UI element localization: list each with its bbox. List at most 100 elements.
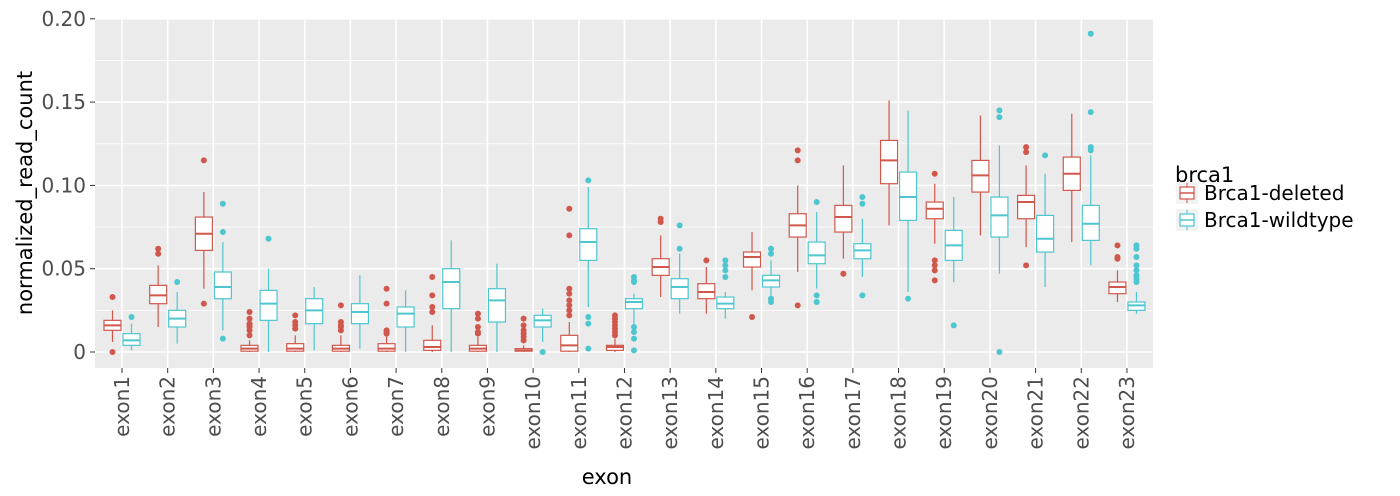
box-exon9-1 [487, 263, 507, 352]
outlier-point [337, 302, 344, 309]
outlier-point [813, 299, 820, 306]
outlier-point [474, 329, 481, 336]
outlier-point [657, 219, 664, 226]
box-exon5-0 [286, 312, 305, 352]
legend-label: Brca1-wildtype [1204, 208, 1354, 232]
x-tick-label: exon8 [430, 376, 454, 437]
box-iqr [259, 289, 278, 321]
box-exon23-1 [1127, 242, 1146, 314]
outlier-point [630, 329, 637, 336]
outlier-point [630, 279, 637, 286]
outlier-point [722, 262, 729, 269]
outlier-point [931, 170, 938, 177]
box-exon14-1 [716, 257, 735, 319]
outlier-point [265, 235, 272, 242]
outlier-point [128, 314, 135, 321]
grid [95, 17, 1153, 368]
outlier-point [1133, 262, 1140, 269]
outlier-point [996, 114, 1003, 121]
x-tick-label: exon21 [1024, 376, 1048, 450]
box-exon19-1 [944, 197, 963, 329]
box-iqr [396, 306, 415, 328]
outlier-point [246, 320, 253, 327]
outlier-point [174, 279, 181, 286]
box-iqr [442, 268, 461, 310]
outlier-point [768, 245, 775, 252]
x-tick-label: exon3 [201, 376, 225, 437]
box-iqr [1016, 194, 1036, 220]
x-tick-label: exon14 [704, 376, 728, 450]
outlier-point [611, 312, 618, 319]
outlier-point [474, 310, 481, 317]
outlier-point [566, 285, 573, 292]
outlier-point [219, 229, 226, 236]
box-iqr [624, 298, 644, 310]
outlier-point [585, 320, 592, 327]
outlier-point [337, 319, 344, 326]
x-tick-label: exon15 [750, 376, 774, 450]
outlier-point [1114, 255, 1121, 262]
box-iqr [579, 228, 598, 261]
outlier-point [1087, 30, 1094, 37]
outlier-point [813, 199, 820, 206]
box-iqr [807, 241, 826, 265]
outlier-point [794, 147, 801, 154]
outlier-point [840, 270, 847, 277]
box-exon4-1 [259, 235, 278, 352]
outlier-point [1114, 242, 1121, 249]
box-exon17-1 [853, 194, 872, 299]
y-tick-label: 0 [73, 340, 86, 364]
outlier-point [1087, 147, 1094, 154]
box-iqr [742, 251, 762, 268]
outlier-point [905, 295, 912, 302]
outlier-point [474, 315, 481, 322]
box-exon20-0 [971, 115, 990, 236]
box-iqr [377, 343, 396, 352]
outlier-point [219, 200, 226, 207]
outlier-point [566, 307, 573, 314]
box-exon21-0 [1016, 144, 1036, 269]
outlier-point [1042, 152, 1049, 159]
x-tick-label: exon12 [612, 376, 636, 450]
outlier-point [383, 327, 390, 334]
box-iqr [213, 271, 232, 300]
x-tick-label: exon9 [475, 376, 499, 437]
box-exon18-1 [898, 110, 918, 302]
outlier-point [859, 200, 866, 207]
outlier-point [630, 335, 637, 342]
outlier-point [931, 267, 938, 274]
box-exon23-0 [1108, 242, 1127, 303]
y-axis-title: normalized_read_count [13, 71, 38, 315]
box-exon2-1 [168, 279, 187, 344]
outlier-point [429, 274, 436, 281]
outlier-point [109, 349, 116, 355]
box-iqr [423, 339, 442, 351]
outlier-point [722, 257, 729, 264]
y-axis: 0 0.05 0.10 0.15 0.20 [41, 7, 95, 364]
outlier-point [996, 349, 1003, 355]
box-exon17-0 [834, 165, 853, 277]
outlier-point [1133, 245, 1140, 252]
box-exon11-0 [560, 205, 579, 352]
outlier-point [520, 315, 527, 322]
box-exon1-1 [122, 314, 141, 351]
box-iqr [925, 201, 944, 220]
outlier-point [1133, 279, 1140, 286]
outlier-point [429, 309, 436, 316]
outlier-point [585, 314, 592, 321]
y-tick-label: 0.20 [41, 7, 86, 31]
x-axis: exon1 exon2 exon3 exon4 exon5 exon6 exon7 exon8… [110, 368, 1139, 450]
x-tick-label: exon10 [521, 376, 545, 450]
outlier-point [383, 285, 390, 292]
outlier-point [520, 322, 527, 329]
x-tick-label: exon22 [1069, 376, 1093, 450]
box-exon15-0 [742, 232, 762, 321]
outlier-point [429, 304, 436, 311]
y-tick-label: 0.05 [41, 257, 86, 281]
box-exon3-1 [213, 200, 232, 342]
legend-item: Brca1-deleted [1176, 181, 1344, 205]
outlier-point [630, 324, 637, 331]
outlier-point [794, 302, 801, 309]
box-iqr [879, 139, 899, 185]
box-exon2-0 [149, 245, 168, 328]
